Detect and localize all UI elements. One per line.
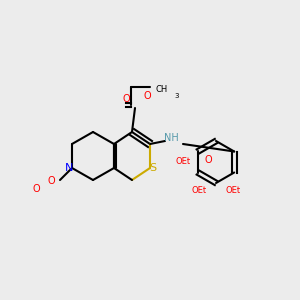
Text: OEt: OEt — [192, 186, 207, 195]
Text: 3: 3 — [175, 93, 179, 99]
Text: O: O — [122, 94, 130, 104]
Text: OEt: OEt — [175, 158, 190, 166]
Text: OEt: OEt — [225, 186, 240, 195]
Text: O: O — [32, 184, 40, 194]
Text: CH: CH — [156, 85, 168, 94]
Text: N: N — [65, 163, 73, 173]
Text: S: S — [149, 163, 157, 173]
Text: O: O — [143, 91, 151, 101]
Text: NH: NH — [164, 133, 178, 143]
Text: O: O — [47, 176, 55, 187]
Text: O: O — [205, 155, 212, 165]
